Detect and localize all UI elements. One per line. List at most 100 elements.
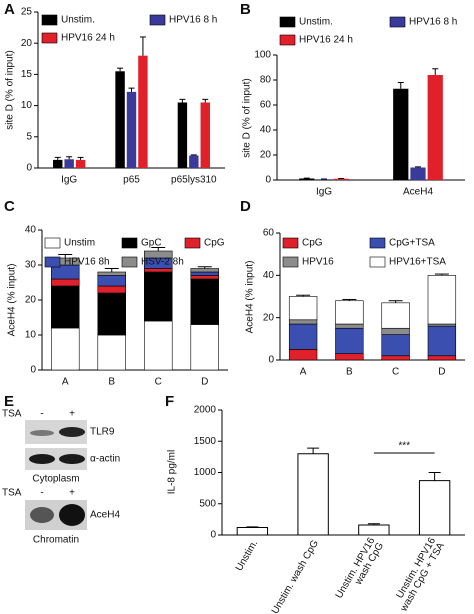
x-tick-label: C [155, 377, 162, 388]
y-axis-label: site D (% of input) [242, 78, 253, 157]
panel-letter: E [4, 393, 14, 410]
x-tick-label: p65lys310 [171, 175, 217, 186]
y-axis-label: AceH4 (% input) [7, 264, 18, 337]
y-tick-label: 100 [254, 50, 271, 61]
legend-label: HPV16 24 h [299, 35, 353, 46]
blot [25, 448, 87, 470]
x-tick-label: D [438, 367, 445, 378]
panel-e: E TSA - + TLR9 α-actin Cytoplasm TSA - +… [2, 393, 120, 546]
x-tick-label: Unstim. wash CpG [270, 538, 321, 614]
legend-label: HPV16 24 h [61, 33, 115, 44]
bar-segment [427, 325, 457, 357]
y-tick-label: 20 [21, 38, 33, 49]
bar [64, 159, 74, 168]
band-label: α-actin [90, 454, 120, 465]
bar-segment [50, 327, 80, 371]
x-tick-label: D [201, 377, 208, 388]
x-tick-label: C [392, 367, 399, 378]
y-tick-label: 0 [210, 530, 216, 541]
y-tick-label: 40 [25, 225, 37, 236]
x-tick-label-group: Unstim. [234, 538, 260, 573]
bar [410, 167, 426, 180]
bar [189, 155, 199, 168]
band [59, 504, 85, 526]
bar [299, 178, 315, 180]
y-tick-label: 40 [260, 125, 272, 136]
bar-segment [335, 323, 364, 329]
y-tick-label: 60 [263, 228, 275, 239]
y-tick-label: 40 [263, 270, 275, 281]
treatment-label: TSA [2, 488, 22, 499]
legend-label: HPV16 8h [64, 257, 110, 268]
legend-label: Unstim [64, 238, 95, 249]
band [30, 507, 54, 523]
bar-segment [381, 355, 410, 361]
bar [393, 88, 409, 180]
legend-swatch [184, 237, 201, 249]
y-tick-label: 20 [263, 312, 275, 323]
bar-segment [427, 355, 457, 361]
legend-swatch [41, 14, 58, 26]
panel-letter: C [4, 198, 15, 215]
bar-segment [190, 324, 220, 371]
bar-segment [381, 327, 410, 335]
y-tick-label: 25 [21, 7, 33, 18]
bar-segment [335, 300, 364, 325]
legend-swatch [279, 16, 296, 28]
fraction-label: Chromatin [33, 535, 79, 546]
legend-swatch [389, 16, 406, 28]
legend-swatch [282, 237, 299, 249]
y-tick-label: 20 [25, 295, 37, 306]
y-tick-label: 5 [26, 131, 32, 142]
y-tick-label: 0 [26, 163, 32, 174]
legend-label: CpG+TSA [389, 238, 435, 249]
bar-segment [288, 323, 318, 350]
y-tick-label: 0 [265, 175, 271, 186]
band [59, 454, 85, 464]
x-tick-label: IgG [61, 175, 77, 186]
legend-label: HSV-2 8h [141, 257, 184, 268]
bar [316, 179, 332, 180]
bar-segment [427, 323, 457, 327]
bar-segment [190, 275, 220, 280]
legend-swatch [41, 32, 58, 44]
panel-letter: B [240, 1, 251, 18]
legend-label: Unstim. [61, 15, 95, 26]
bar-segment [288, 319, 318, 325]
x-tick-label: A [300, 367, 307, 378]
x-tick-label-group: Unstim. wash CpG [270, 538, 321, 614]
legend-swatch [282, 256, 299, 268]
band-label: AceH4 [90, 510, 120, 521]
legend-swatch [369, 237, 386, 249]
bar-segment [97, 334, 127, 371]
bar-segment [144, 268, 173, 273]
band [29, 454, 55, 464]
legend-swatch [279, 34, 296, 46]
bar-segment [381, 302, 410, 329]
bar-segment [335, 327, 364, 354]
bar-segment [190, 268, 220, 273]
legend-label: HPV16+TSA [389, 257, 446, 268]
treatment-sign: - [40, 488, 43, 499]
bar [418, 480, 451, 536]
y-tick-label: 20 [260, 150, 272, 161]
legend-swatch [121, 237, 138, 249]
legend-label: HPV16 8 h [169, 15, 217, 26]
y-tick-label: 10 [21, 100, 33, 111]
legend-label: GpC [141, 238, 162, 249]
bar [126, 91, 137, 168]
bar-segment [288, 349, 318, 361]
x-tick-label: p65 [123, 175, 140, 186]
band [30, 430, 54, 436]
bar-segment [50, 285, 80, 329]
legend-swatch [121, 256, 138, 268]
legend-swatch [369, 256, 386, 268]
y-tick-label: 30 [25, 260, 37, 271]
legend-label: HPV16 [302, 257, 334, 268]
y-axis-label: site D (% of input) [5, 50, 16, 129]
y-tick-label: 1500 [194, 436, 217, 447]
bar [53, 159, 63, 168]
y-axis-label: AceH4 (% input) [245, 261, 256, 334]
